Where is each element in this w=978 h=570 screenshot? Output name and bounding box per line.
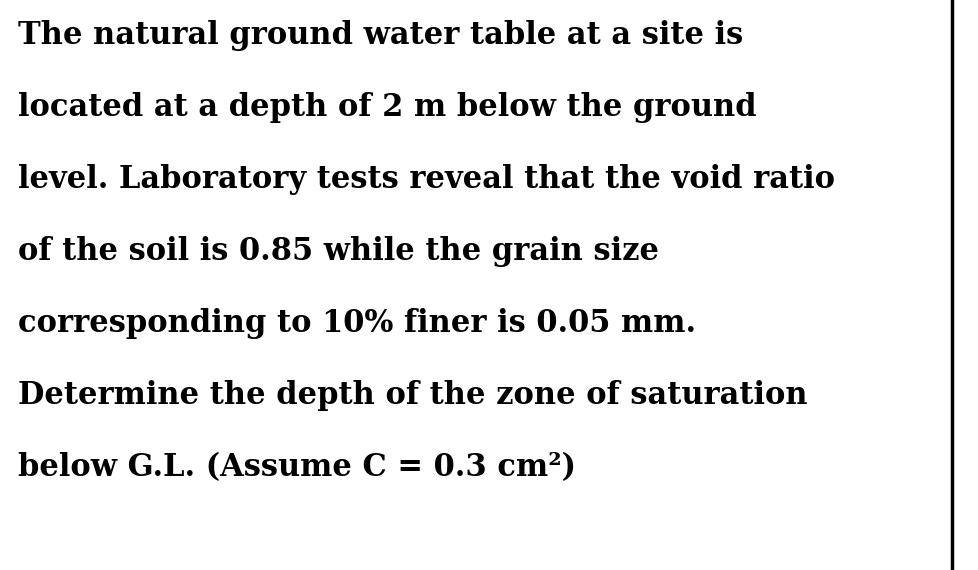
Text: The natural ground water table at a site is: The natural ground water table at a site… — [18, 20, 742, 51]
Text: Determine the depth of the zone of saturation: Determine the depth of the zone of satur… — [18, 380, 807, 411]
Text: of the soil is 0.85 while the grain size: of the soil is 0.85 while the grain size — [18, 236, 658, 267]
Text: located at a depth of 2 m below the ground: located at a depth of 2 m below the grou… — [18, 92, 756, 123]
Text: below G.L. (Assume C = 0.3 cm²): below G.L. (Assume C = 0.3 cm²) — [18, 452, 575, 483]
Text: corresponding to 10% finer is 0.05 mm.: corresponding to 10% finer is 0.05 mm. — [18, 308, 695, 339]
Text: level. Laboratory tests reveal that the void ratio: level. Laboratory tests reveal that the … — [18, 164, 834, 195]
